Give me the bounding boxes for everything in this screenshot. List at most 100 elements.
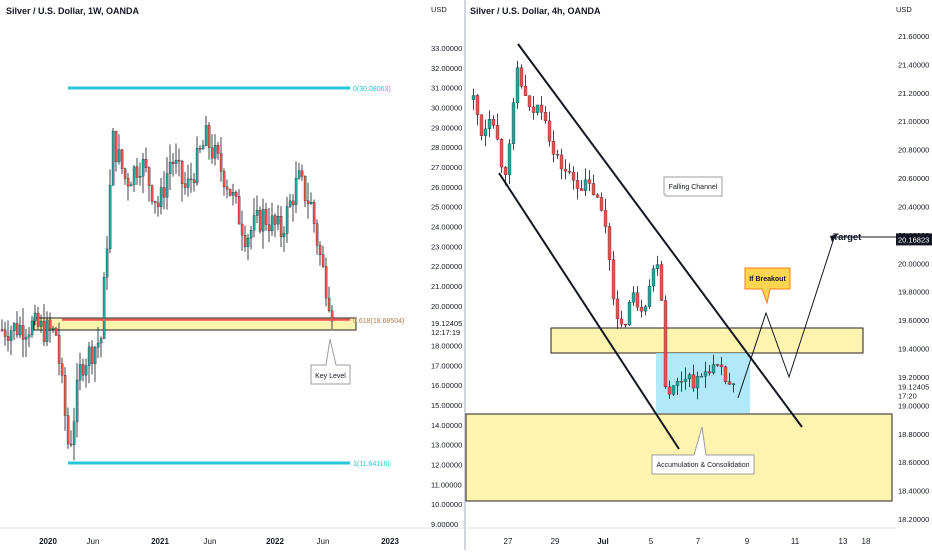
weekly-candle xyxy=(159,187,163,207)
four-hour-candle xyxy=(475,95,480,115)
weekly-candle xyxy=(276,216,280,225)
right-axis-tick-label: 20.40000 xyxy=(898,202,929,211)
weekly-candle xyxy=(18,325,22,336)
weekly-candle xyxy=(297,170,301,179)
four-hour-candle xyxy=(623,323,628,326)
weekly-candle xyxy=(318,245,322,256)
four-hour-candle xyxy=(647,285,652,307)
falling-channel-label: Falling Channel xyxy=(669,184,718,191)
weekly-candle xyxy=(189,178,193,181)
x-axis-tick-label: Jun xyxy=(204,537,217,546)
four-hour-candle xyxy=(487,119,492,130)
weekly-candle xyxy=(321,254,325,267)
weekly-candle xyxy=(216,145,220,154)
left-axis-current-price: 19.12405 xyxy=(431,319,462,328)
right-axis-tick-label: 19.60000 xyxy=(898,316,929,325)
weekly-candle xyxy=(288,200,292,207)
weekly-candle xyxy=(306,200,310,204)
x-axis-tick-label: 27 xyxy=(504,537,513,546)
x-axis-tick-label: 2021 xyxy=(151,537,169,546)
four-hour-candle xyxy=(631,292,636,303)
four-hour-candle xyxy=(727,381,732,385)
four-hour-candle xyxy=(639,306,644,312)
four-hour-candle xyxy=(543,112,548,122)
four-hour-candle xyxy=(471,95,476,100)
if-breakout-callout xyxy=(744,267,791,305)
right-axis-tick-label: 19.40000 xyxy=(898,345,929,354)
four-hour-candle xyxy=(579,188,584,191)
weekly-candle xyxy=(279,216,283,237)
four-hour-candle xyxy=(691,374,696,389)
weekly-candle xyxy=(48,319,52,329)
four-hour-candle xyxy=(611,259,616,300)
key-level-zone xyxy=(33,317,357,331)
left-axis-tick-label: 33.00000 xyxy=(431,44,462,53)
fib-level-label: 0.618(18.68504) xyxy=(353,318,404,325)
weekly-candle xyxy=(90,346,94,364)
key-level-label: Key Level xyxy=(315,373,346,380)
four-hour-candle xyxy=(615,298,620,320)
x-axis-tick-label: 13 xyxy=(839,537,848,546)
four-hour-candle xyxy=(583,179,588,191)
resistance-zone xyxy=(550,327,864,354)
right-axis-current-price: 19.12405 xyxy=(898,383,929,392)
weekly-candle xyxy=(147,167,151,186)
key-level-callout xyxy=(310,338,351,385)
weekly-candle xyxy=(201,145,205,150)
left-axis-tick-label: 26.00000 xyxy=(431,183,462,192)
weekly-candle xyxy=(156,202,160,207)
weekly-chart-panel[interactable]: Silver / U.S. Dollar, 1W, OANDA 0(30.080… xyxy=(0,0,466,550)
weekly-candle xyxy=(165,173,169,198)
left-axis-tick-label: 32.00000 xyxy=(431,64,462,73)
four-hour-candle xyxy=(699,375,704,378)
falling-channel-callout xyxy=(663,176,723,197)
right-axis-tick-label: 21.60000 xyxy=(898,32,929,41)
x-axis-tick-label: 11 xyxy=(791,537,800,546)
four-hour-candle xyxy=(643,306,648,312)
four-hour-candle xyxy=(719,364,724,368)
weekly-candle xyxy=(186,178,190,188)
weekly-candle xyxy=(294,177,298,206)
weekly-candle xyxy=(66,415,70,445)
four-hour-candle xyxy=(479,114,484,136)
x-axis-tick-label: Jul xyxy=(597,537,609,546)
four-hour-candle xyxy=(607,226,612,260)
weekly-candle xyxy=(129,184,133,187)
four-hour-candle xyxy=(507,143,512,175)
weekly-candle xyxy=(0,329,4,331)
weekly-candle xyxy=(33,312,37,322)
four-hour-candle xyxy=(563,168,568,172)
left-axis-tick-label: 15.00000 xyxy=(431,401,462,410)
weekly-candle xyxy=(126,178,130,187)
weekly-candle xyxy=(12,323,16,331)
four-hour-candle xyxy=(619,318,624,325)
accumulation-label: Accumulation & Consolidation xyxy=(657,462,750,469)
four-hour-candle xyxy=(511,102,516,144)
right-axis-tick-label: 18.80000 xyxy=(898,430,929,439)
weekly-candle xyxy=(168,162,172,174)
weekly-candle xyxy=(114,130,118,162)
left-axis-tick-label: 30.00000 xyxy=(431,103,462,112)
weekly-chart-svg[interactable]: 0(30.08063) 0.618(18.68504) 1(11.64116) Key… xyxy=(0,0,466,550)
weekly-candle xyxy=(81,364,85,376)
weekly-candle xyxy=(54,328,58,336)
right-axis-tick-label: 18.40000 xyxy=(898,487,929,496)
four-hour-candle xyxy=(575,180,580,189)
four-hour-candle xyxy=(655,264,660,269)
consolidation-zone xyxy=(656,353,750,413)
four-hour-chart-svg[interactable]: USD USD 33.00000 32.00000 31.00000 30.00000 29… xyxy=(431,0,932,550)
weekly-candle xyxy=(312,202,316,224)
weekly-candle xyxy=(177,159,181,162)
weekly-candle xyxy=(249,230,253,239)
four-hour-chart-panel[interactable]: Silver / U.S. Dollar, 4h, OANDA USD USD 33… xyxy=(431,0,932,550)
weekly-candle xyxy=(27,334,31,338)
left-axis-tick-label: 22.00000 xyxy=(431,262,462,271)
weekly-candle xyxy=(267,224,271,232)
x-axis-tick-label: 7 xyxy=(696,537,701,546)
four-hour-candle xyxy=(515,67,520,103)
four-hour-candle xyxy=(539,104,544,113)
four-hour-candle xyxy=(483,128,488,136)
weekly-candle xyxy=(21,325,25,340)
weekly-candle xyxy=(204,125,208,146)
four-hour-candle xyxy=(503,166,508,175)
